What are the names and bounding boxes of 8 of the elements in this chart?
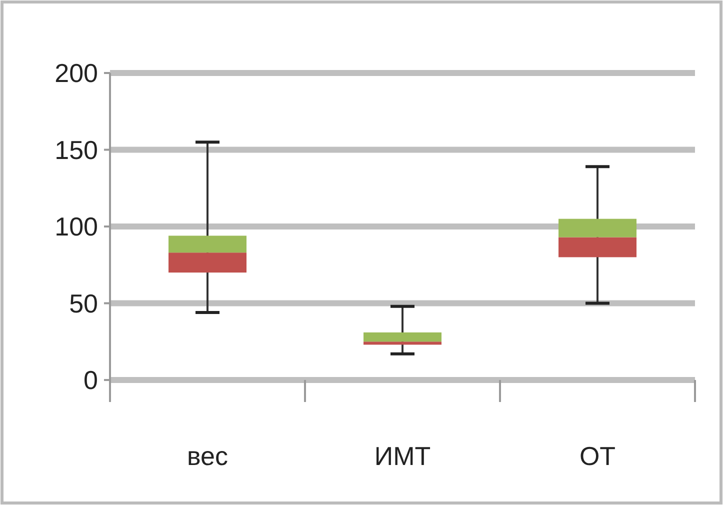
y-tick-label: 150 <box>54 134 98 165</box>
x-tick-label: ИМТ <box>374 441 431 471</box>
y-tick-label: 200 <box>54 58 98 88</box>
x-tick-label: вес <box>187 441 228 471</box>
y-tick-label: 0 <box>84 365 98 396</box>
y-tick-label: 50 <box>69 288 98 318</box>
y-tick-label: 100 <box>54 212 98 242</box>
x-tick-label: ОТ <box>579 441 616 471</box>
